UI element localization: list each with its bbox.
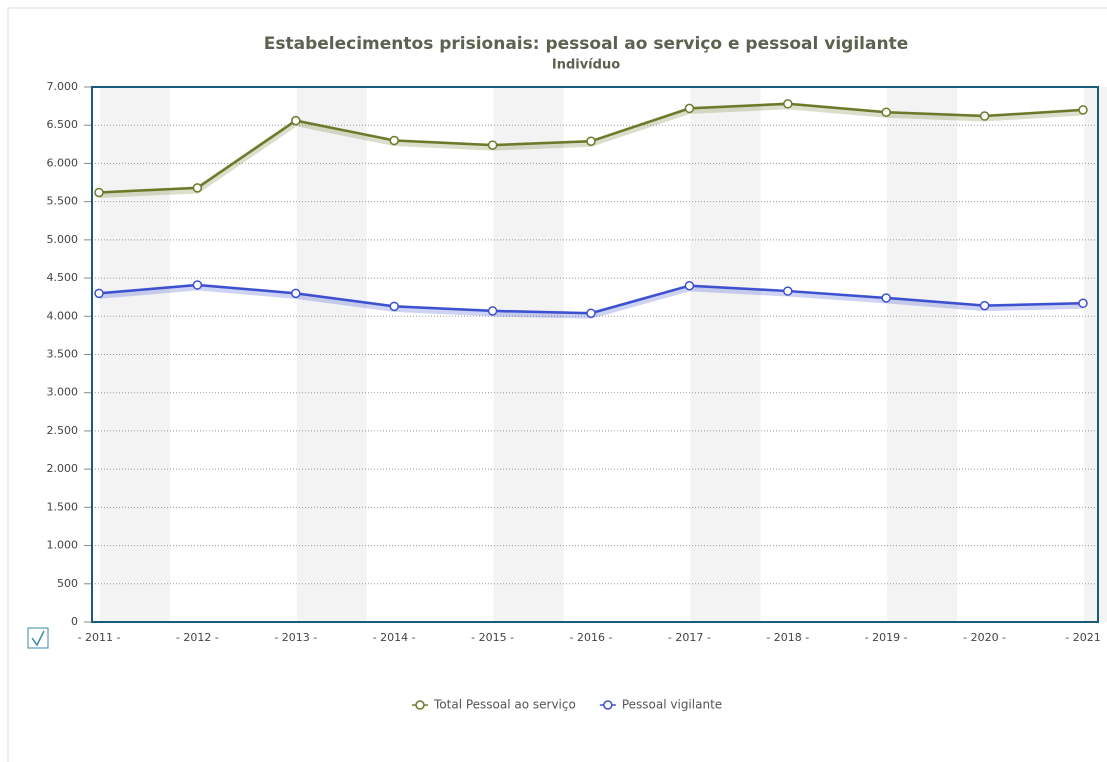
point <box>94 187 104 198</box>
y-tick-label: 6.500 <box>47 118 79 131</box>
point <box>684 280 695 291</box>
y-tick-label: 5.500 <box>47 195 79 208</box>
point <box>881 107 891 117</box>
point <box>979 300 990 311</box>
point <box>586 308 596 318</box>
point <box>979 111 990 121</box>
point <box>487 306 498 316</box>
y-tick-label: 4.000 <box>47 309 79 322</box>
x-tick-label: - 2014 - <box>373 631 416 644</box>
point <box>1078 105 1088 115</box>
x-tick-label: - 2019 - <box>865 631 908 644</box>
point <box>389 135 399 146</box>
y-tick-label: 3.000 <box>47 386 79 399</box>
point <box>783 99 793 109</box>
point <box>192 280 203 290</box>
y-tick-label: 5.000 <box>47 233 79 246</box>
x-tick-label: - 2018 - <box>766 631 809 644</box>
checkbox[interactable] <box>27 627 49 649</box>
x-tick-label: - 2021 <box>1065 631 1100 644</box>
y-tick-label: 2.500 <box>47 424 79 437</box>
x-tick-label: - 2016 - <box>570 631 613 644</box>
y-tick-label: 1.500 <box>47 500 79 513</box>
x-tick-label: - 2017 - <box>668 631 711 644</box>
y-tick-label: 2.000 <box>47 462 79 475</box>
legend-label: Pessoal vigilante <box>622 698 722 712</box>
point <box>783 286 793 296</box>
y-tick-label: 500 <box>57 577 78 590</box>
chart-title: Estabelecimentos prisionais: pessoal ao … <box>264 34 908 54</box>
y-tick-label: 4.500 <box>47 271 79 284</box>
y-tick-label: 7.000 <box>47 80 79 93</box>
point <box>291 288 301 299</box>
y-tick-label: 6.000 <box>47 156 79 169</box>
legend-label: Total Pessoal ao serviço <box>433 698 576 712</box>
point <box>291 115 301 126</box>
band <box>493 87 564 622</box>
chart-subtitle: Indivíduo <box>552 58 620 73</box>
y-tick-label: 1.000 <box>47 539 79 552</box>
point <box>684 103 695 114</box>
plot-border <box>91 86 1099 623</box>
check-icon <box>31 630 45 647</box>
x-tick-label: - 2011 - <box>78 631 121 644</box>
point <box>586 136 596 147</box>
legend-marker <box>603 700 613 710</box>
band <box>887 87 958 622</box>
y-tick-label: 0 <box>71 615 78 628</box>
point <box>881 293 891 303</box>
point <box>94 288 104 299</box>
point <box>192 183 203 193</box>
x-tick-label: - 2015 - <box>471 631 514 644</box>
point <box>487 140 498 150</box>
legend-marker <box>415 700 425 710</box>
x-tick-label: - 2013 - <box>274 631 317 644</box>
x-tick-label: - 2012 - <box>176 631 219 644</box>
point <box>1078 298 1088 309</box>
band <box>1084 87 1107 622</box>
y-tick-label: 3.500 <box>47 348 79 361</box>
point <box>389 301 399 312</box>
x-tick-label: - 2020 - <box>963 631 1006 644</box>
